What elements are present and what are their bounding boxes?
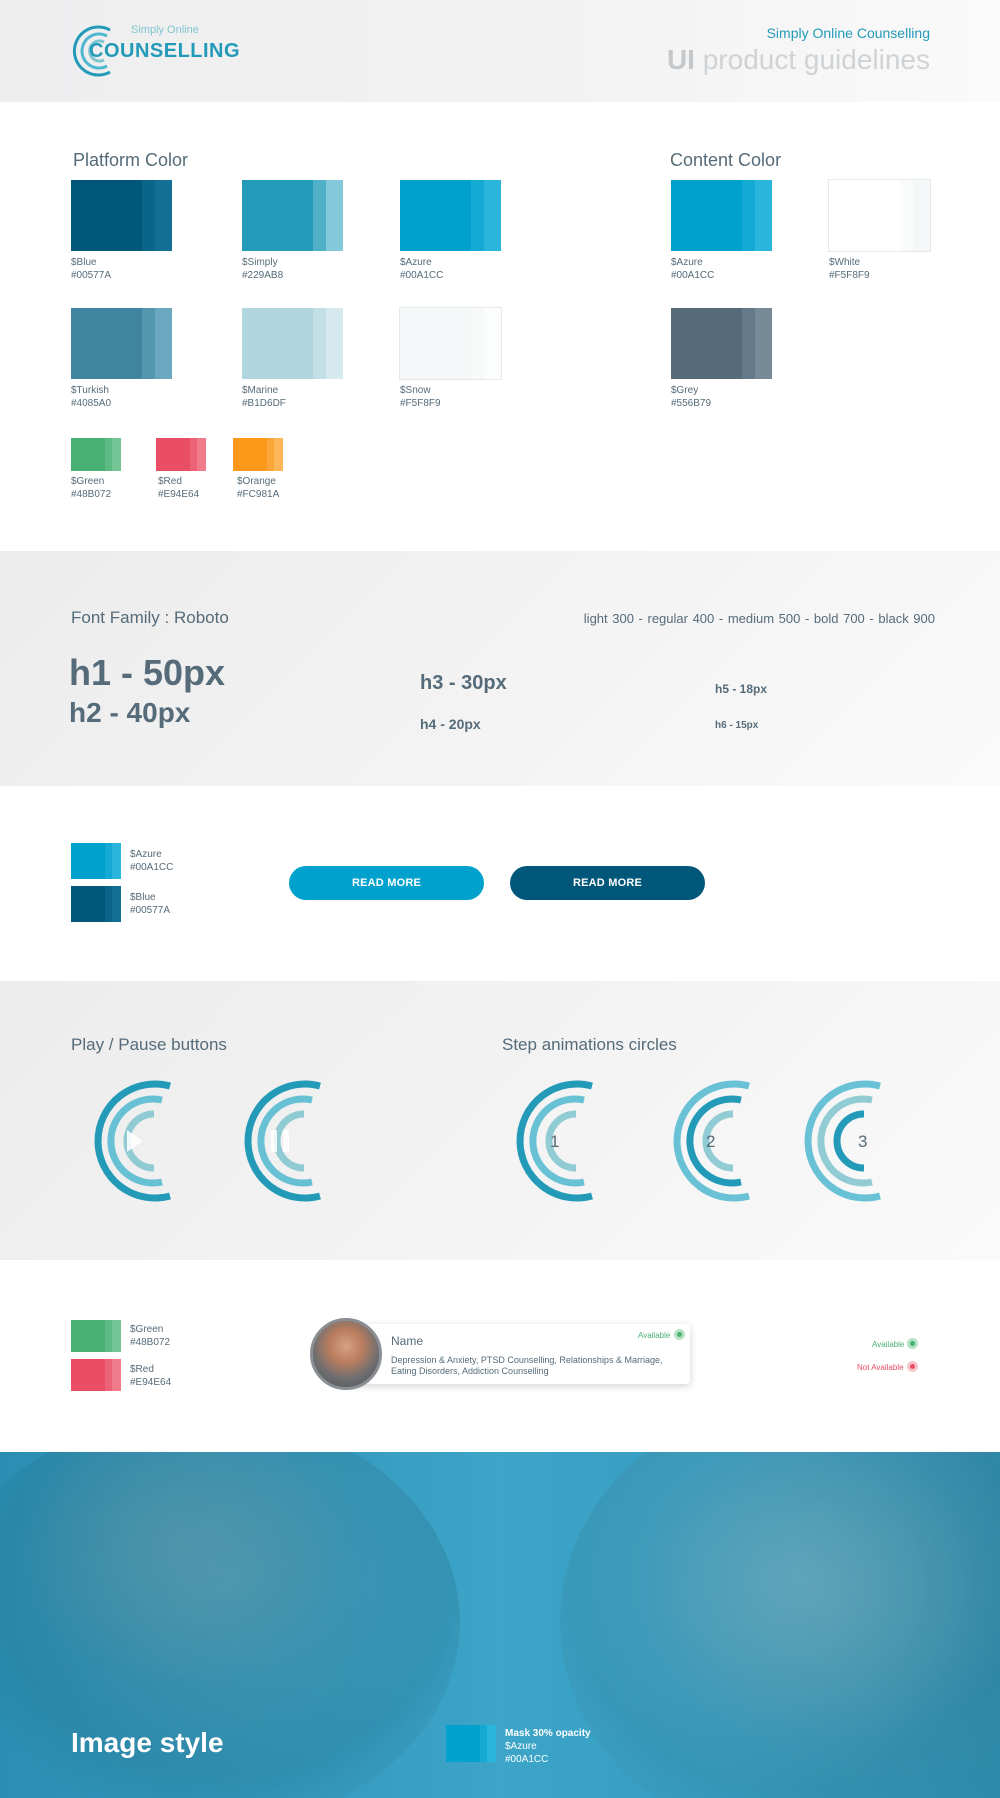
swatch-name: $Azure	[671, 257, 703, 268]
not-available-dot-icon	[907, 1361, 918, 1372]
pause-button[interactable]	[220, 1078, 330, 1204]
counsellor-card[interactable]	[352, 1324, 690, 1384]
platform-color-title: Platform Color	[73, 150, 189, 170]
swatch-hex: #00A1CC	[400, 270, 444, 281]
mask-info: Mask 30% opacity $Azure #00A1CC	[505, 1727, 591, 1766]
counsellor-name: Name	[391, 1334, 424, 1348]
swatch-hex: #229AB8	[242, 270, 284, 281]
image-style-title: Image style	[71, 1727, 224, 1758]
h1-sample: h1 - 50px	[69, 652, 226, 693]
step-number: 1	[550, 1132, 560, 1151]
header-subtitle: Simply Online Counselling	[766, 25, 930, 41]
swatch-name: $Blue	[71, 257, 97, 268]
swatch-status-red	[71, 1359, 121, 1391]
legend-not-available: Not Available	[857, 1363, 904, 1372]
swatch-name: $Azure	[130, 849, 162, 860]
counsellor-specialties: Depression & Anxiety, PTSD Counselling, …	[391, 1355, 663, 1376]
read-more-button-azure[interactable]: READ MORE	[289, 866, 484, 900]
swatch-hex: #48B072	[130, 1337, 171, 1348]
play-icon	[127, 1130, 143, 1152]
swatch-marine	[242, 308, 343, 379]
step-circle-3	[804, 1080, 881, 1202]
image-style-photo	[0, 1452, 1000, 1798]
swatch-content-grey	[671, 308, 772, 379]
step-number: 3	[858, 1132, 868, 1151]
mask-opacity-label: Mask 30% opacity	[505, 1728, 591, 1739]
swatch-hex: #B1D6DF	[242, 398, 286, 409]
swatch-hex: #E94E64	[130, 1377, 172, 1388]
read-more-button-blue[interactable]: READ MORE	[510, 866, 705, 900]
swatch-hex: #E94E64	[158, 489, 200, 500]
counselling-logo-icon	[72, 25, 111, 77]
swatch-name: $Azure	[400, 257, 432, 268]
play-button[interactable]	[70, 1078, 180, 1204]
step-number: 2	[706, 1132, 716, 1151]
page-title-bold: UI	[666, 44, 695, 75]
swatch-blue	[71, 180, 172, 251]
step-circle-1	[516, 1080, 593, 1202]
swatch-name: $Blue	[130, 892, 156, 903]
legend-available: Available	[872, 1340, 905, 1349]
swatch-name: $Green	[71, 476, 105, 487]
page-title-rest: product guidelines	[694, 44, 930, 75]
page-title: UI product guidelines	[667, 44, 930, 76]
swatch-hex: #48B072	[71, 489, 112, 500]
font-weights-list: light 300 - regular 400 - medium 500 - b…	[583, 611, 935, 626]
swatch-name: $Snow	[400, 385, 431, 396]
font-family-label: Font Family : Roboto	[71, 608, 229, 627]
pause-icon	[271, 1130, 277, 1152]
h6-sample: h6 - 15px	[715, 720, 759, 731]
swatch-name: $Orange	[237, 476, 276, 487]
mask-color-hex: #00A1CC	[505, 1754, 549, 1765]
swatch-name: $Marine	[242, 385, 279, 396]
swatch-button-azure	[71, 843, 121, 879]
swatch-green	[71, 438, 121, 471]
mask-color-name: $Azure	[505, 1741, 537, 1752]
typography-section	[0, 551, 1000, 786]
swatch-hex: #00577A	[71, 270, 112, 281]
swatch-name: $Red	[130, 1364, 154, 1375]
swatch-name: $Green	[130, 1324, 164, 1335]
available-dot-icon	[907, 1338, 918, 1349]
header-bar	[0, 0, 1000, 102]
swatch-orange	[233, 438, 283, 471]
swatch-hex: #F5F8F9	[400, 398, 441, 409]
available-dot-icon	[674, 1329, 685, 1340]
play-pause-title: Play / Pause buttons	[71, 1035, 227, 1054]
content-color-title: Content Color	[670, 150, 782, 170]
swatch-hex: #00A1CC	[130, 862, 174, 873]
swatch-name: $Simply	[242, 257, 278, 268]
swatch-hex: #00577A	[130, 905, 171, 916]
swatch-status-green	[71, 1320, 121, 1352]
steps-title: Step animations circles	[502, 1035, 677, 1054]
swatch-mask-azure	[446, 1725, 496, 1762]
logo-wordmark: COUNSELLING	[89, 40, 241, 62]
swatch-hex: #4085A0	[71, 398, 112, 409]
swatch-turkish	[71, 308, 172, 379]
card-status-text: Available	[638, 1331, 671, 1340]
swatch-hex: #556B79	[671, 398, 712, 409]
swatch-hex: #00A1CC	[671, 270, 715, 281]
h3-sample: h3 - 30px	[420, 672, 507, 694]
swatch-name: $Grey	[671, 385, 699, 396]
swatch-button-blue	[71, 886, 121, 922]
swatch-content-azure	[671, 180, 772, 251]
swatch-snow	[400, 308, 501, 379]
h2-sample: h2 - 40px	[69, 697, 191, 728]
h4-sample: h4 - 20px	[420, 716, 481, 732]
swatch-red	[156, 438, 206, 471]
swatch-content-white	[829, 180, 930, 251]
swatch-hex: #F5F8F9	[829, 270, 870, 281]
step-circle-2	[673, 1080, 750, 1202]
swatch-simply	[242, 180, 343, 251]
swatch-name: $White	[829, 257, 861, 268]
counsellor-avatar	[310, 1318, 382, 1390]
logo-tagline: Simply Online	[131, 24, 199, 36]
swatch-hex: #FC981A	[237, 489, 280, 500]
swatch-name: $Red	[158, 476, 182, 487]
h5-sample: h5 - 18px	[715, 682, 768, 696]
swatch-azure	[400, 180, 501, 251]
swatch-name: $Turkish	[71, 385, 109, 396]
media-section	[0, 981, 1000, 1260]
